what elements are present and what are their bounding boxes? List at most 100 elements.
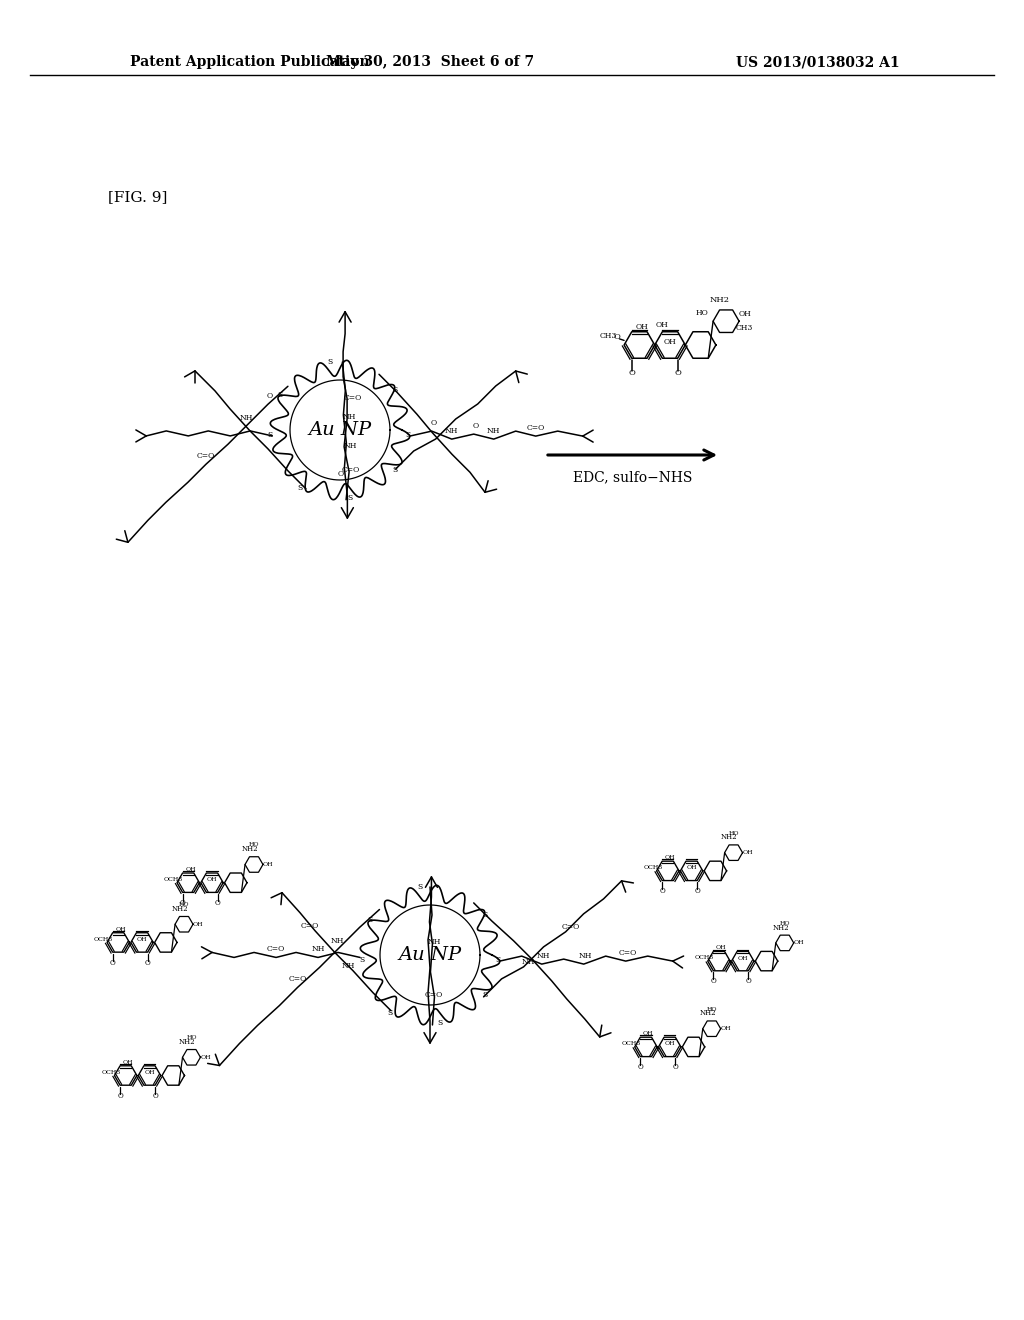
Text: NH2: NH2 xyxy=(172,904,188,913)
Text: OCH3: OCH3 xyxy=(94,937,114,941)
Text: C=O: C=O xyxy=(344,393,362,401)
Text: S: S xyxy=(437,1019,442,1027)
Text: O: O xyxy=(629,370,635,378)
Text: HO: HO xyxy=(728,830,739,836)
Text: O: O xyxy=(694,887,700,895)
Text: NH2: NH2 xyxy=(710,296,729,304)
Text: OH: OH xyxy=(123,1060,133,1064)
Text: S: S xyxy=(496,956,501,964)
Text: O: O xyxy=(144,958,151,966)
Text: S: S xyxy=(347,494,352,502)
Text: O: O xyxy=(153,1092,158,1100)
Text: OH: OH xyxy=(643,1031,653,1036)
Text: S: S xyxy=(328,358,333,366)
Text: NH: NH xyxy=(522,958,536,966)
Text: OCH3: OCH3 xyxy=(164,876,183,882)
Text: HO: HO xyxy=(696,309,709,317)
Text: NH: NH xyxy=(487,428,501,436)
Text: OH: OH xyxy=(742,850,753,855)
Text: NH: NH xyxy=(427,939,440,946)
Text: NH: NH xyxy=(579,952,593,960)
Text: NH: NH xyxy=(331,937,344,945)
Text: OH: OH xyxy=(794,940,804,945)
Text: S: S xyxy=(278,391,283,399)
Text: S: S xyxy=(387,1008,392,1016)
Text: CH3: CH3 xyxy=(736,323,754,333)
Text: S: S xyxy=(359,956,365,964)
Text: NH: NH xyxy=(343,442,356,450)
Text: OH: OH xyxy=(665,1041,675,1047)
Text: OH: OH xyxy=(201,1055,211,1060)
Text: C=O: C=O xyxy=(267,945,285,953)
Text: OH: OH xyxy=(116,927,126,932)
Text: O: O xyxy=(745,977,752,986)
Text: O: O xyxy=(338,470,344,478)
Text: S: S xyxy=(418,883,423,891)
Text: O: O xyxy=(674,370,681,378)
Text: May 30, 2013  Sheet 6 of 7: May 30, 2013 Sheet 6 of 7 xyxy=(326,55,535,69)
Text: S: S xyxy=(392,466,397,474)
Text: HO: HO xyxy=(779,921,790,925)
Text: O: O xyxy=(659,887,665,895)
Text: O: O xyxy=(117,1092,123,1100)
Text: OH: OH xyxy=(144,1071,155,1074)
Text: C=O: C=O xyxy=(289,975,306,983)
Text: OH: OH xyxy=(665,855,675,859)
Text: C=O: C=O xyxy=(526,424,545,432)
Text: HO: HO xyxy=(249,842,259,847)
Text: C=O: C=O xyxy=(301,921,319,929)
Text: NH: NH xyxy=(311,945,325,953)
Text: C=O: C=O xyxy=(197,453,215,461)
Text: US 2013/0138032 A1: US 2013/0138032 A1 xyxy=(736,55,900,69)
Text: HO: HO xyxy=(186,1035,197,1040)
Text: O: O xyxy=(473,422,479,430)
Text: O: O xyxy=(110,958,116,966)
Text: O: O xyxy=(711,977,716,986)
Text: O: O xyxy=(673,1063,678,1072)
Text: O: O xyxy=(267,392,273,400)
Text: OH: OH xyxy=(207,878,217,882)
Text: OH: OH xyxy=(686,866,697,870)
Text: NH2: NH2 xyxy=(772,924,788,932)
Text: NH: NH xyxy=(240,414,253,422)
Text: S: S xyxy=(482,991,487,999)
Text: NH2: NH2 xyxy=(179,1038,196,1045)
Text: EDC, sulfo−NHS: EDC, sulfo−NHS xyxy=(572,470,692,484)
Text: NH2: NH2 xyxy=(242,845,258,853)
Text: C=O: C=O xyxy=(425,991,443,999)
Text: Au NP: Au NP xyxy=(308,421,372,440)
Text: OH: OH xyxy=(185,867,196,871)
Text: O: O xyxy=(637,1063,643,1072)
Text: O: O xyxy=(215,899,220,907)
Text: OH: OH xyxy=(193,921,204,927)
Text: OCH3: OCH3 xyxy=(644,865,663,870)
Text: NH: NH xyxy=(341,962,354,970)
Text: S: S xyxy=(297,484,303,492)
Text: OH: OH xyxy=(737,956,748,961)
Text: S: S xyxy=(392,385,397,393)
Text: NH: NH xyxy=(537,952,551,960)
Text: NH2: NH2 xyxy=(699,1010,716,1018)
Text: OH: OH xyxy=(738,310,752,318)
Text: [FIG. 9]: [FIG. 9] xyxy=(108,190,167,205)
Text: OH: OH xyxy=(636,322,649,330)
Text: S: S xyxy=(368,916,373,924)
Text: HO: HO xyxy=(707,1007,717,1011)
Text: HO: HO xyxy=(179,902,189,907)
Text: O: O xyxy=(431,420,437,428)
Text: OH: OH xyxy=(263,862,273,867)
Text: OH: OH xyxy=(137,937,147,942)
Text: C=O: C=O xyxy=(618,949,637,957)
Text: S: S xyxy=(406,432,411,440)
Text: NH: NH xyxy=(343,413,356,421)
Text: O: O xyxy=(613,334,620,342)
Text: OH: OH xyxy=(656,321,669,329)
Text: OCH3: OCH3 xyxy=(101,1069,121,1074)
Text: OCH3: OCH3 xyxy=(694,956,714,960)
Text: Au NP: Au NP xyxy=(398,946,462,964)
Text: CH3: CH3 xyxy=(600,331,617,339)
Text: O: O xyxy=(180,899,185,907)
Text: S: S xyxy=(267,432,272,440)
Text: C=O: C=O xyxy=(341,466,359,474)
Text: OH: OH xyxy=(721,1026,731,1031)
